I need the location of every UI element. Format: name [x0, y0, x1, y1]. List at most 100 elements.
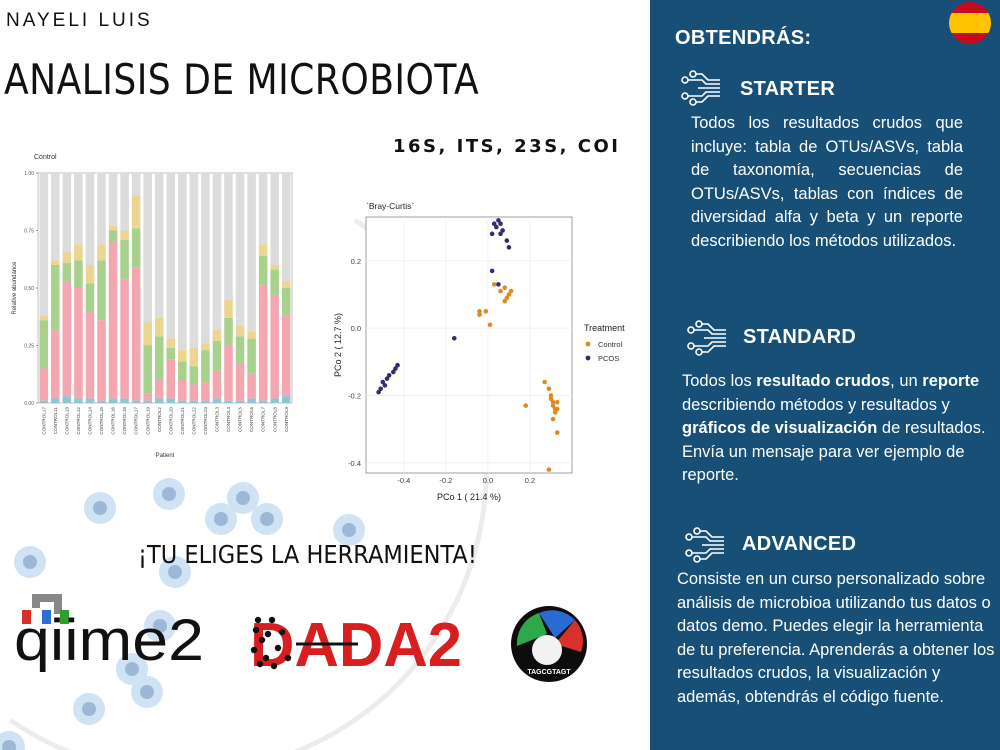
- scatter-point: [506, 245, 512, 250]
- scatter-point: [504, 238, 510, 243]
- scatter-point: [489, 268, 495, 274]
- bar-segment: [74, 288, 83, 399]
- bar-segment: [74, 173, 83, 245]
- scatter-point: [550, 403, 556, 408]
- x-tick-label: CONTROL9: [284, 407, 289, 432]
- scatter-point: [477, 309, 482, 314]
- bar-segment: [120, 239, 129, 279]
- scatter-point: [380, 379, 386, 385]
- y-tick-label: 0.00: [24, 401, 34, 407]
- bar-segment: [258, 285, 268, 401]
- scatter-point: [391, 369, 396, 375]
- bar-segment: [97, 173, 106, 245]
- scatter-point: [451, 335, 457, 341]
- bar-segment: [212, 329, 222, 341]
- bar-segment: [120, 278, 129, 399]
- bar-segment: [178, 173, 187, 351]
- bar-segment: [178, 400, 187, 403]
- bar-segment: [235, 363, 245, 401]
- x-tick-label: CONTROL11: [53, 407, 58, 435]
- bar-segment: [131, 173, 141, 196]
- scatter-point: [477, 312, 482, 317]
- scatter-point: [550, 416, 556, 422]
- circuit-icon: [685, 527, 724, 563]
- bar-segment: [247, 173, 256, 332]
- scatter-point: [496, 218, 501, 223]
- bar-segment: [97, 244, 106, 261]
- x-tick-label: CONTROL3: [215, 407, 220, 432]
- bar-segment: [120, 173, 129, 231]
- scatter-point: [552, 410, 558, 415]
- scatter-point: [378, 386, 384, 392]
- bar-segment: [143, 345, 152, 394]
- x-tick-label: 0.2: [525, 476, 535, 485]
- bar-segment: [178, 350, 187, 362]
- scatter-point: [554, 406, 560, 412]
- bar-segment: [224, 173, 233, 300]
- bar-segment: [108, 173, 118, 226]
- y-tick-label: -0.2: [348, 392, 361, 401]
- x-tick-label: CONTROL13: [64, 407, 69, 435]
- plan-desc-standard: Todos los resultado crudos, un reporte d…: [682, 372, 986, 484]
- bar-segment: [62, 262, 72, 282]
- bar-segment: [74, 244, 83, 261]
- scatter-point: [508, 288, 514, 294]
- bar-segment: [143, 393, 152, 401]
- dada2-logo: DADA2: [250, 611, 462, 676]
- scatter-point: [502, 285, 508, 291]
- bar-segment: [281, 288, 291, 316]
- bar-segment: [189, 384, 199, 401]
- bar-segment: [108, 398, 118, 403]
- cell-circles: [0, 478, 365, 750]
- y-tick-label: 1.00: [24, 171, 34, 177]
- scatter-point: [489, 231, 495, 237]
- bar-segment: [143, 322, 152, 346]
- plan-name-advanced: ADVANCED: [742, 533, 857, 555]
- x-tick-label: 0.0: [483, 476, 493, 485]
- bar-segment: [201, 343, 210, 351]
- bar-segment: [212, 370, 222, 399]
- bar-segment: [166, 347, 176, 360]
- scatter-point: [546, 386, 552, 392]
- bar-segment: [247, 331, 256, 339]
- bar-segment: [281, 315, 291, 397]
- scatter-point: [376, 389, 381, 395]
- scatter-point: [504, 295, 510, 301]
- scatter-point: [506, 292, 512, 297]
- bar-segment: [166, 173, 176, 339]
- bar-segment: [212, 173, 222, 330]
- x-tick-label: CONTROL6: [249, 407, 254, 432]
- dna-circle-logo: TAGCGTAGT: [511, 606, 587, 682]
- bar-segment: [131, 267, 141, 401]
- bar-segment: [154, 317, 164, 337]
- y-axis-label: PCo 2 ( 12.7 %): [333, 313, 343, 377]
- bar-segment: [224, 299, 233, 318]
- bar-segment: [120, 398, 129, 403]
- bar-segment: [39, 173, 49, 316]
- x-tick-label: CONTROL17: [41, 407, 46, 435]
- y-tick-label: 0.50: [24, 286, 34, 292]
- bar-segment: [258, 173, 268, 245]
- bar-segment: [85, 265, 95, 284]
- x-tick-label: CONTROL8: [272, 407, 277, 432]
- scatter-panel: [365, 216, 573, 474]
- bar-segment: [62, 251, 72, 263]
- bar-segment: [224, 317, 233, 346]
- bar-segment: [74, 398, 83, 403]
- bar-segment: [97, 400, 106, 403]
- bar-segment: [224, 345, 233, 401]
- bar-segment: [166, 398, 176, 403]
- bar-segment: [143, 400, 152, 403]
- bar-segment: [247, 373, 256, 399]
- scatter-point: [491, 282, 497, 287]
- bar-segment: [108, 225, 118, 231]
- bar-segment: [201, 382, 210, 401]
- scatter-point: [483, 309, 489, 314]
- bar-segment: [74, 260, 83, 288]
- bar-segment: [281, 281, 291, 288]
- circuit-icon: [681, 70, 720, 106]
- bar-segment: [154, 336, 164, 380]
- plans-panel: OBTENDRÁS: STARTER Todos los resultados …: [650, 0, 1000, 750]
- x-tick-label: CONTROL14: [88, 407, 93, 435]
- bar-segment: [51, 173, 60, 261]
